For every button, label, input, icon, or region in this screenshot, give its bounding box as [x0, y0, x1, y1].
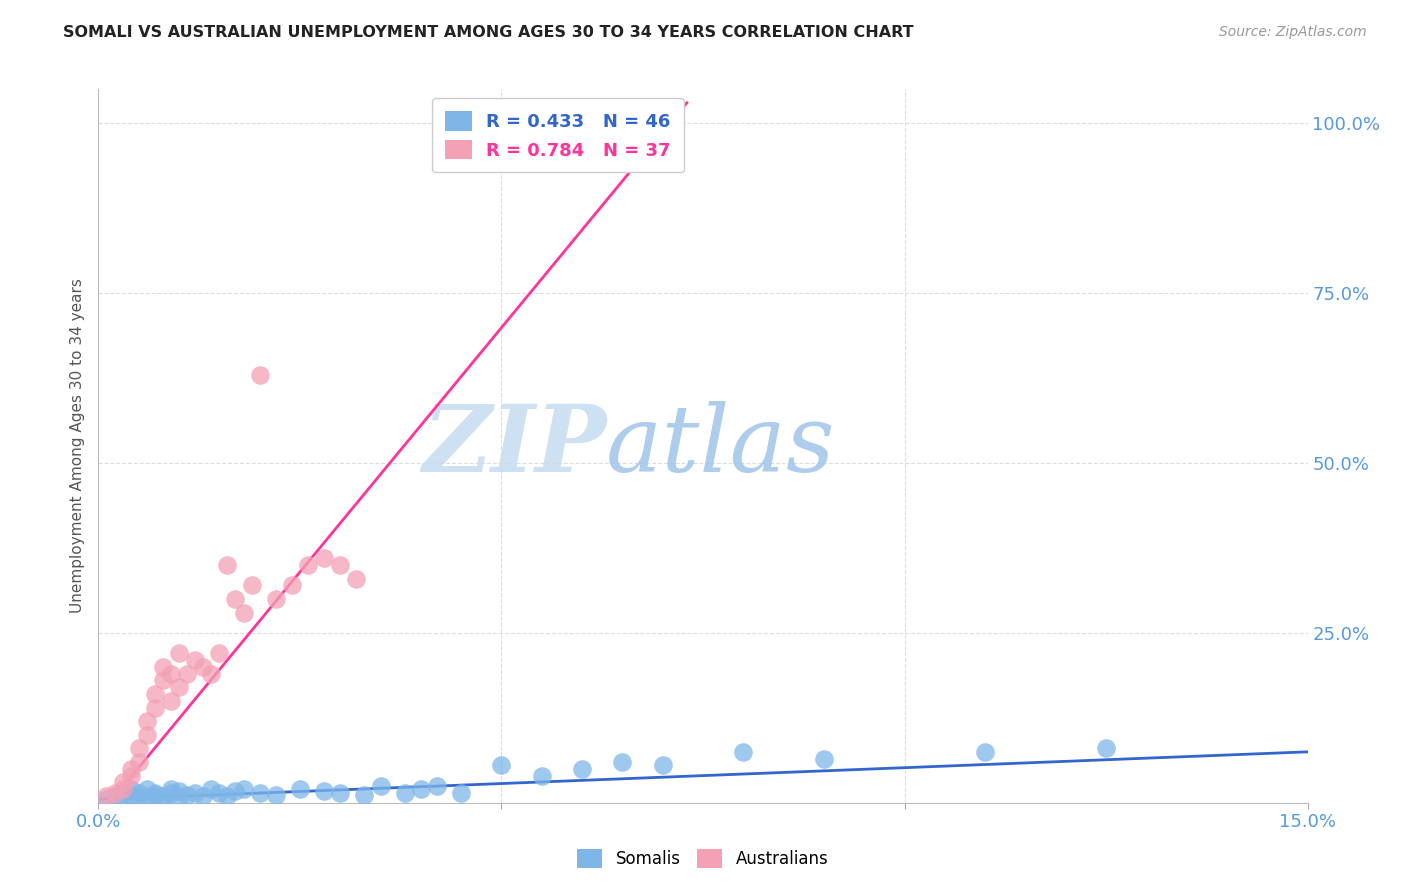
Point [128, 741, 150, 756]
Point [184, 653, 207, 667]
Point [128, 755, 150, 769]
Point [217, 558, 239, 572]
Point [143, 786, 166, 800]
Point [224, 783, 246, 797]
Point [143, 687, 166, 701]
Point [249, 368, 271, 382]
Point [128, 786, 150, 800]
Point [143, 700, 166, 714]
Point [651, 136, 673, 151]
Text: SOMALI VS AUSTRALIAN UNEMPLOYMENT AMONG AGES 30 TO 34 YEARS CORRELATION CHART: SOMALI VS AUSTRALIAN UNEMPLOYMENT AMONG … [63, 25, 914, 40]
Point [264, 788, 287, 802]
Text: atlas: atlas [606, 401, 835, 491]
Point [208, 786, 231, 800]
Point [651, 758, 673, 772]
Point [240, 578, 263, 592]
Point [974, 745, 997, 759]
Point [96, 789, 118, 803]
Point [612, 136, 634, 151]
Point [370, 779, 392, 793]
Point [111, 790, 134, 805]
Point [135, 728, 157, 742]
Point [184, 786, 207, 800]
Point [329, 786, 352, 800]
Point [120, 769, 142, 783]
Legend: Somalis, Australians: Somalis, Australians [571, 843, 835, 875]
Point [120, 782, 142, 797]
Point [167, 790, 190, 805]
Point [111, 782, 134, 797]
Point [167, 646, 190, 660]
Point [409, 782, 432, 797]
Point [232, 606, 254, 620]
Point [571, 762, 593, 776]
Point [530, 769, 553, 783]
Point [120, 789, 142, 803]
Y-axis label: Unemployment Among Ages 30 to 34 years: Unemployment Among Ages 30 to 34 years [69, 278, 84, 614]
Point [200, 666, 222, 681]
Text: Source: ZipAtlas.com: Source: ZipAtlas.com [1219, 25, 1367, 39]
Point [208, 646, 231, 660]
Point [167, 783, 190, 797]
Point [128, 792, 150, 806]
Point [450, 786, 472, 800]
Point [103, 786, 125, 800]
Point [135, 782, 157, 797]
Point [232, 782, 254, 797]
Point [176, 666, 198, 681]
Point [264, 591, 287, 606]
Point [733, 745, 755, 759]
Point [152, 792, 174, 806]
Point [314, 551, 336, 566]
Point [111, 786, 134, 800]
Point [281, 578, 304, 592]
Point [329, 558, 352, 572]
Point [160, 694, 183, 708]
Point [152, 660, 174, 674]
Legend: R = 0.433   N = 46, R = 0.784   N = 37: R = 0.433 N = 46, R = 0.784 N = 37 [432, 98, 683, 172]
Point [111, 775, 134, 789]
Point [143, 788, 166, 802]
Point [152, 673, 174, 688]
Point [288, 782, 311, 797]
Point [224, 591, 246, 606]
Point [813, 751, 835, 765]
Point [193, 660, 215, 674]
Text: ZIP: ZIP [422, 401, 606, 491]
Point [297, 558, 319, 572]
Point [160, 666, 183, 681]
Point [96, 792, 118, 806]
Point [160, 782, 183, 797]
Point [612, 755, 634, 769]
Point [160, 786, 183, 800]
Point [344, 572, 367, 586]
Point [193, 789, 215, 803]
Point [249, 786, 271, 800]
Point [1095, 741, 1118, 756]
Point [135, 714, 157, 729]
Point [120, 762, 142, 776]
Point [152, 789, 174, 803]
Point [612, 136, 634, 151]
Point [200, 782, 222, 797]
Point [217, 789, 239, 803]
Point [167, 680, 190, 694]
Point [135, 790, 157, 805]
Point [353, 788, 375, 802]
Point [176, 788, 198, 802]
Point [314, 783, 336, 797]
Point [491, 758, 513, 772]
Point [426, 779, 449, 793]
Point [103, 789, 125, 803]
Point [394, 786, 416, 800]
